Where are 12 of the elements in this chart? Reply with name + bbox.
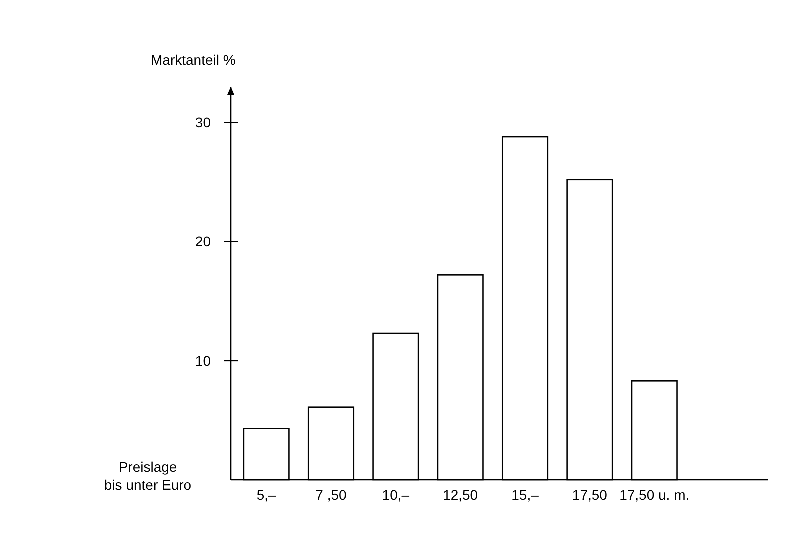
x-tick-label: 15,– (512, 487, 540, 503)
x-tick-label: 17,50 u. m. (620, 487, 690, 503)
y-tick-label: 30 (195, 114, 212, 131)
y-tick-label: 20 (195, 234, 212, 250)
x-tick-label: 17,50 (572, 487, 608, 503)
x-tick-label: 7 ,50 (316, 487, 348, 503)
x-tick-label: 10,– (382, 487, 410, 503)
y-axis-title: Marktanteil % (151, 52, 236, 68)
x-tick-label: 12,50 (443, 487, 478, 503)
x-axis-title: Preislage bis unter Euro (104, 459, 192, 493)
y-tick-label: 10 (195, 352, 212, 369)
x-tick-label: 5,– (256, 487, 277, 503)
